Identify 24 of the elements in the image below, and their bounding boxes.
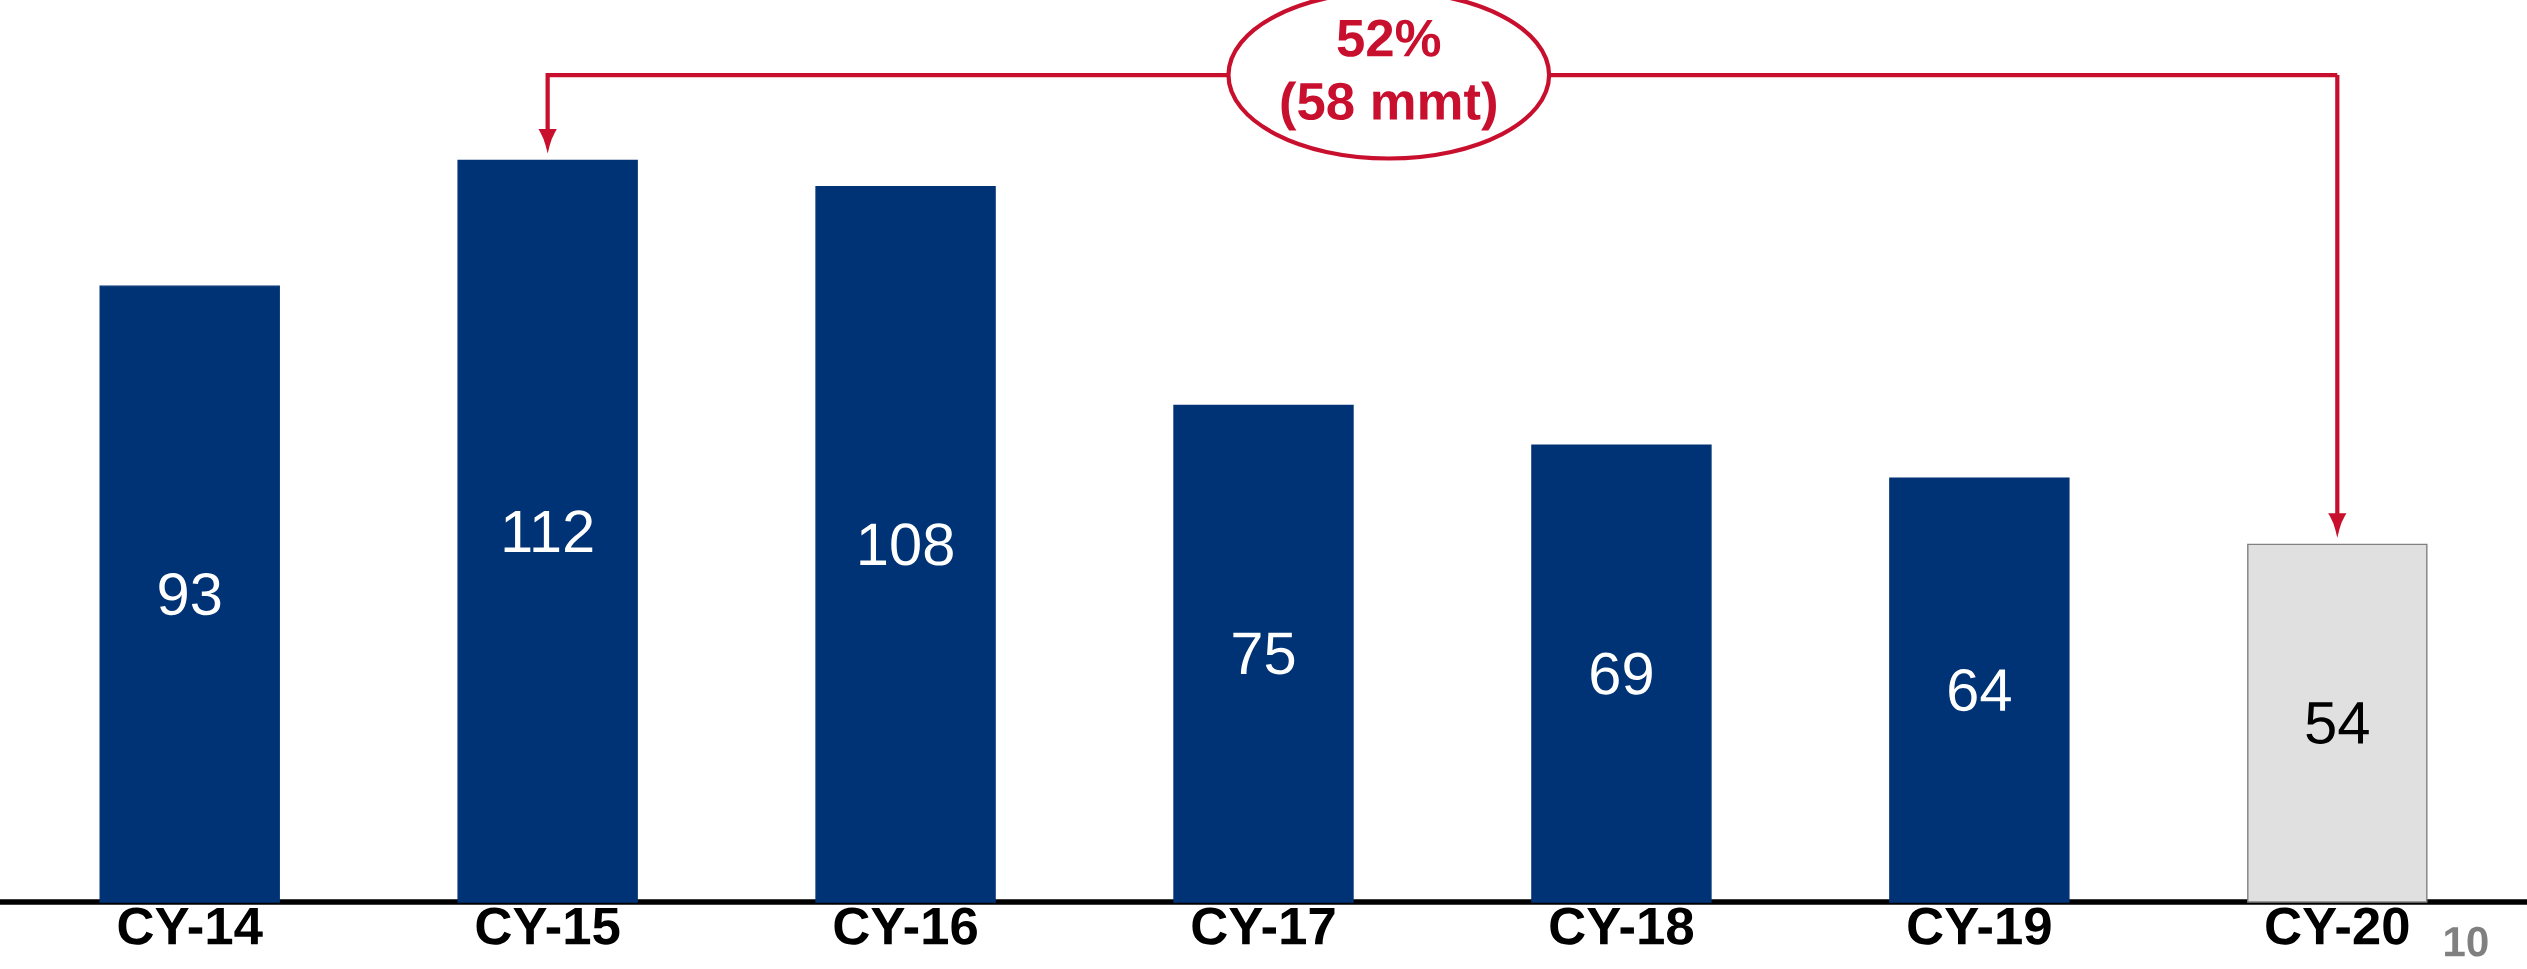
text: 10 xyxy=(2445,926,2488,957)
x-tick-label: CY-16 xyxy=(834,907,977,945)
data-label: 93 xyxy=(159,572,221,616)
text: (58 mmt) xyxy=(1281,81,1496,131)
data-label: 69 xyxy=(1591,652,1652,695)
bar xyxy=(815,186,996,903)
x-tick-label: CY-14 xyxy=(118,907,263,945)
x-tick-label: CY-17 xyxy=(1192,907,1335,945)
x-tick-label: CY-18 xyxy=(1550,907,1694,945)
bar xyxy=(1173,404,1354,903)
bar xyxy=(99,285,280,903)
x-tick-label: CY-15 xyxy=(476,907,620,945)
bar xyxy=(457,159,638,903)
data-label: 108 xyxy=(860,523,953,566)
bar xyxy=(1531,444,1712,903)
data-label: 54 xyxy=(2306,702,2369,745)
x-tick-label: CY-20 xyxy=(2266,907,2409,945)
bar xyxy=(2247,543,2428,903)
x-tick-label: CY-19 xyxy=(1908,907,2051,945)
text: 52% xyxy=(1337,19,1441,57)
bar xyxy=(1889,477,2070,903)
data-label: 64 xyxy=(1949,668,2011,712)
data-label: 75 xyxy=(1233,632,1295,675)
data-label: 112 xyxy=(504,510,593,553)
